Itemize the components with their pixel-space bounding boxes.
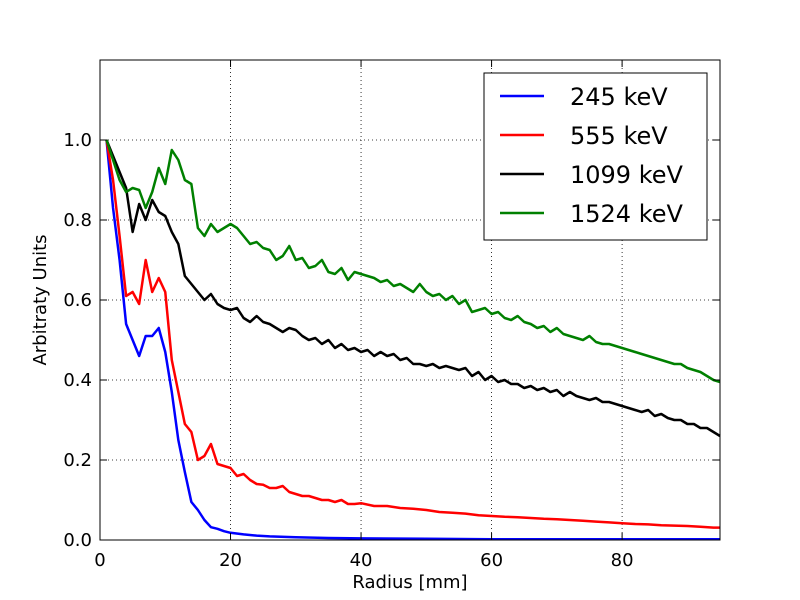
y-tick-label: 1.0 <box>63 130 92 151</box>
series-lines <box>105 139 721 541</box>
y-tick-label: 0.8 <box>63 210 92 231</box>
axis-ticks: 0 20 40 60 80 0.0 0.2 0.4 0.6 0.8 1.0 <box>63 60 720 571</box>
legend-label-2: 555 keV <box>570 122 668 150</box>
x-tick-label: 40 <box>350 550 373 571</box>
y-tick-label: 0.4 <box>63 370 92 391</box>
legend-label-3: 1099 keV <box>570 161 684 189</box>
x-tick-label: 60 <box>480 550 503 571</box>
series-line-3 <box>105 139 721 438</box>
x-tick-label: 80 <box>611 550 634 571</box>
y-tick-label: 0.0 <box>63 530 92 551</box>
x-tick-label: 20 <box>219 550 242 571</box>
y-axis-title: Arbitraty Units <box>30 234 51 365</box>
y-tick-label: 0.6 <box>63 290 92 311</box>
x-axis-title: Radius [mm] <box>352 572 467 593</box>
x-tick-label: 0 <box>94 550 105 571</box>
legend: 245 keV 555 keV 1099 keV 1524 keV <box>483 72 708 241</box>
y-tick-label: 0.2 <box>63 450 92 471</box>
legend-label-4: 1524 keV <box>570 200 684 228</box>
series-line-2 <box>105 139 720 529</box>
series-line-4 <box>105 139 721 384</box>
legend-label-1: 245 keV <box>570 83 668 111</box>
